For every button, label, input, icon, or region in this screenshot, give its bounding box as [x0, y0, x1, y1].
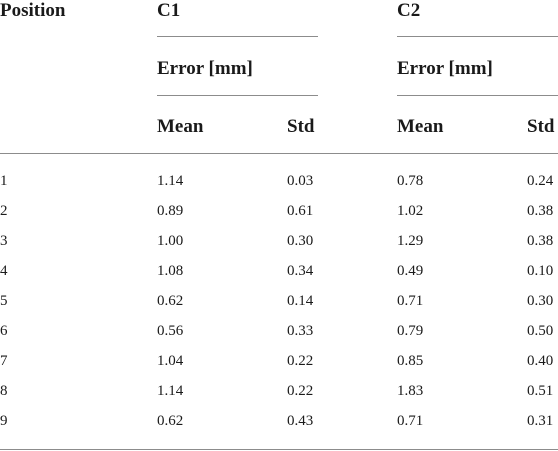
- c1-std-cell: 0.03: [287, 173, 314, 189]
- c1-group-rule: [157, 36, 318, 37]
- position-cell: 3: [0, 233, 8, 249]
- c1-mean-cell: 0.62: [157, 413, 184, 429]
- table-bottom-rule: [0, 449, 558, 450]
- c1-mean-cell: 0.56: [157, 323, 184, 339]
- c1-mean-cell: 0.62: [157, 293, 184, 309]
- position-cell: 4: [0, 263, 8, 279]
- c2-std-cell: 0.24: [527, 173, 554, 189]
- c2-mean-cell: 0.71: [397, 293, 424, 309]
- c1-std-cell: 0.43: [287, 413, 314, 429]
- c2-std-cell: 0.51: [527, 383, 554, 399]
- c2-error-rule: [397, 95, 558, 96]
- c2-mean-cell: 0.49: [397, 263, 424, 279]
- c2-std-cell: 0.40: [527, 353, 554, 369]
- c1-std-cell: 0.30: [287, 233, 314, 249]
- c2-std-cell: 0.30: [527, 293, 554, 309]
- c1-mean-cell: 1.00: [157, 233, 184, 249]
- c2-std-cell: 0.31: [527, 413, 554, 429]
- c1-mean-header: Mean: [157, 116, 204, 137]
- c2-mean-cell: 0.78: [397, 173, 424, 189]
- position-cell: 9: [0, 413, 8, 429]
- c1-std-cell: 0.22: [287, 353, 314, 369]
- group-c2-header: C2: [397, 0, 421, 21]
- position-cell: 5: [0, 293, 8, 309]
- c1-std-cell: 0.14: [287, 293, 314, 309]
- position-cell: 8: [0, 383, 8, 399]
- header-bottom-rule: [0, 153, 558, 154]
- c1-error-rule: [157, 95, 318, 96]
- c1-error-header: Error [mm]: [157, 58, 253, 79]
- c2-mean-cell: 0.85: [397, 353, 424, 369]
- position-cell: 7: [0, 353, 8, 369]
- c2-mean-cell: 1.02: [397, 203, 424, 219]
- c1-std-cell: 0.22: [287, 383, 314, 399]
- c2-std-cell: 0.38: [527, 203, 554, 219]
- c2-mean-header: Mean: [397, 116, 444, 137]
- c2-std-cell: 0.38: [527, 233, 554, 249]
- c1-std-header: Std: [287, 116, 315, 137]
- c1-std-cell: 0.34: [287, 263, 314, 279]
- c2-mean-cell: 0.79: [397, 323, 424, 339]
- c1-std-cell: 0.61: [287, 203, 314, 219]
- c2-std-cell: 0.50: [527, 323, 554, 339]
- c1-mean-cell: 1.08: [157, 263, 184, 279]
- position-cell: 6: [0, 323, 8, 339]
- c2-std-header: Std: [527, 116, 555, 137]
- c1-mean-cell: 1.14: [157, 383, 184, 399]
- c1-mean-cell: 1.14: [157, 173, 184, 189]
- c2-std-cell: 0.10: [527, 263, 554, 279]
- position-cell: 2: [0, 203, 8, 219]
- position-header: Position: [0, 0, 66, 21]
- c2-mean-cell: 1.29: [397, 233, 424, 249]
- c2-mean-cell: 0.71: [397, 413, 424, 429]
- c1-std-cell: 0.33: [287, 323, 314, 339]
- c1-mean-cell: 1.04: [157, 353, 184, 369]
- group-c1-header: C1: [157, 0, 181, 21]
- c2-error-header: Error [mm]: [397, 58, 493, 79]
- c2-mean-cell: 1.83: [397, 383, 424, 399]
- position-cell: 1: [0, 173, 8, 189]
- c1-mean-cell: 0.89: [157, 203, 184, 219]
- c2-group-rule: [397, 36, 558, 37]
